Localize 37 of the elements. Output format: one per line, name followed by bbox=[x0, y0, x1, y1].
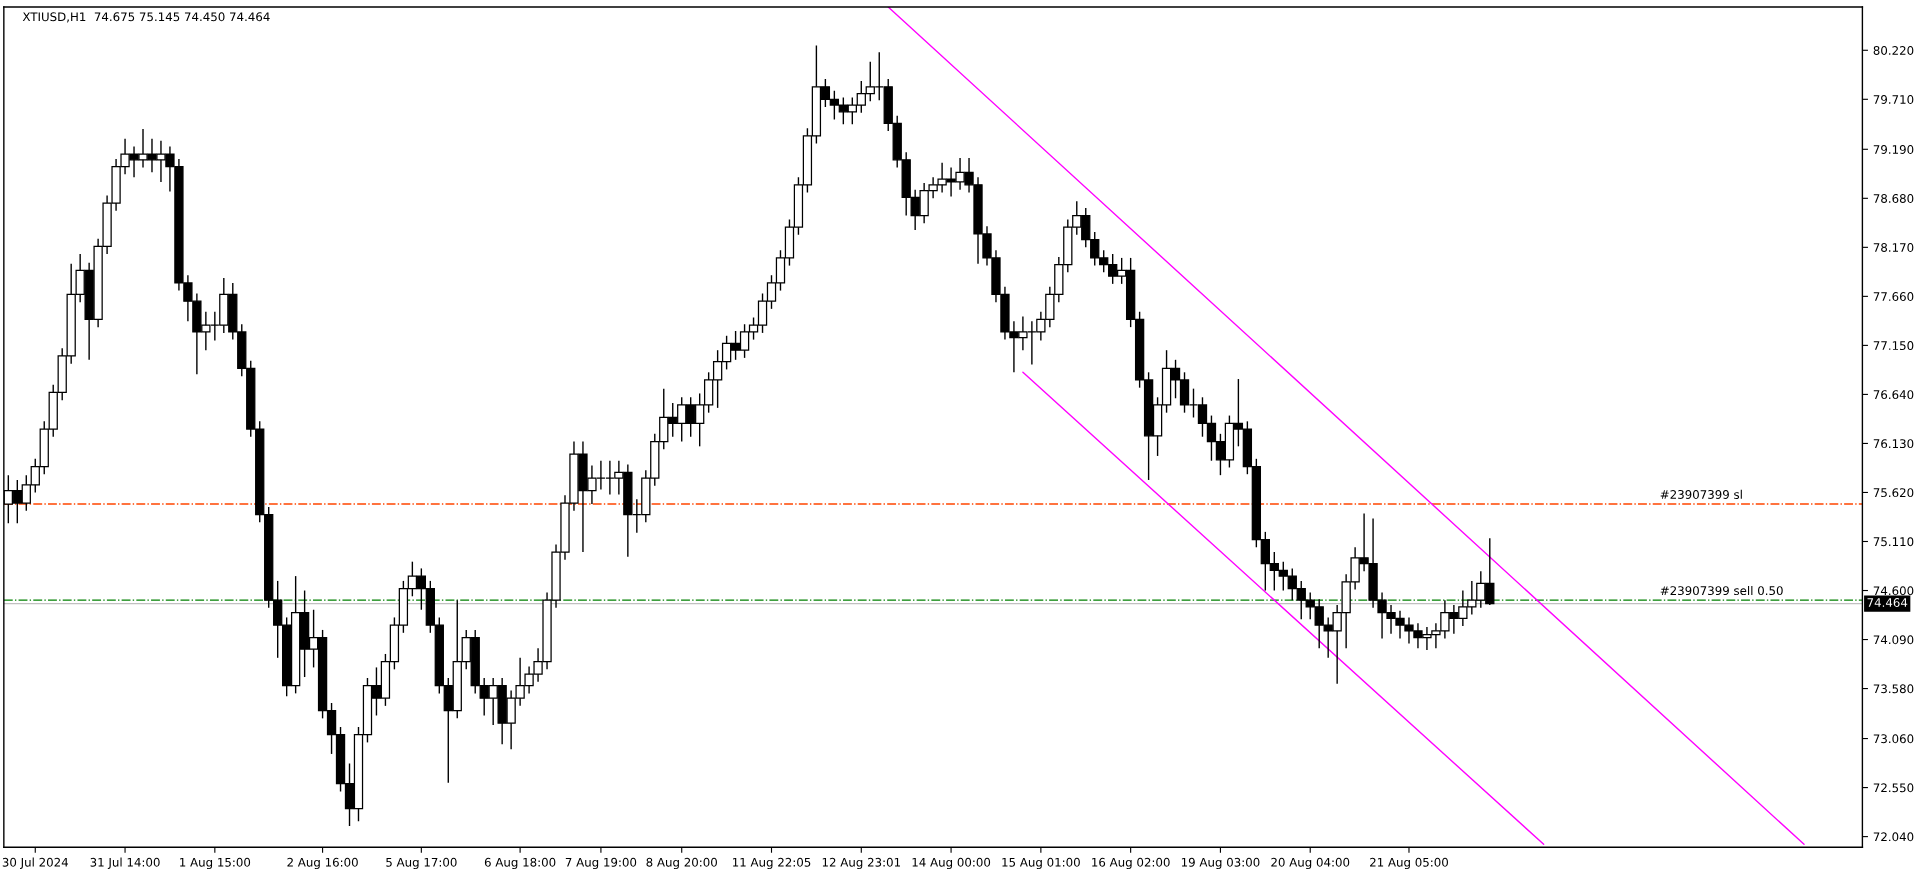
x-tick-label: 21 Aug 05:00 bbox=[1370, 857, 1448, 870]
y-tick-label: 77.660 bbox=[1873, 292, 1914, 302]
y-tick-label: 79.710 bbox=[1873, 95, 1914, 104]
x-tick-label: 5 Aug 17:00 bbox=[386, 857, 457, 870]
ref-line-label: 74.464 bbox=[1867, 598, 1908, 608]
x-tick-label: 2 Aug 16:00 bbox=[287, 857, 358, 870]
x-tick-label: 11 Aug 22:05 bbox=[733, 857, 811, 870]
x-tick-label: 7 Aug 19:00 bbox=[565, 857, 637, 870]
y-tick-label: 73.060 bbox=[1873, 734, 1914, 744]
ref-line-label: #23907399 sl bbox=[1660, 489, 1742, 499]
chart-title: XTIUSD,H1 74.675 75.145 74.450 74.464 bbox=[22, 12, 270, 23]
y-tick-label: 74.090 bbox=[1873, 635, 1914, 645]
x-tick-label: 30 Jul 2024 bbox=[2, 857, 69, 869]
y-tick-label: 75.620 bbox=[1873, 488, 1914, 498]
y-tick-label: 77.150 bbox=[1873, 341, 1914, 351]
y-tick-label: 73.580 bbox=[1873, 684, 1914, 694]
y-tick-label: 80.220 bbox=[1873, 46, 1914, 55]
x-tick-label: 14 Aug 00:00 bbox=[912, 857, 991, 870]
x-tick-label: 16 Aug 02:00 bbox=[1092, 857, 1170, 870]
y-tick-label: 72.550 bbox=[1873, 783, 1914, 793]
y-tick-label: 78.170 bbox=[1873, 243, 1914, 252]
ref-line-label: #23907399 sell 0.50 bbox=[1660, 585, 1783, 596]
x-tick-label: 8 Aug 20:00 bbox=[646, 857, 717, 870]
x-tick-label: 31 Jul 14:00 bbox=[90, 857, 160, 869]
y-tick-label: 79.190 bbox=[1873, 145, 1914, 154]
x-tick-label: 6 Aug 18:00 bbox=[484, 857, 556, 870]
y-tick-label: 75.110 bbox=[1873, 537, 1914, 547]
x-tick-label: 15 Aug 01:00 bbox=[1002, 857, 1080, 870]
y-tick-label: 72.040 bbox=[1873, 832, 1914, 842]
x-tick-label: 19 Aug 03:00 bbox=[1181, 857, 1260, 870]
y-tick-label: 76.640 bbox=[1873, 390, 1914, 400]
x-tick-label: 20 Aug 04:00 bbox=[1271, 857, 1350, 870]
y-tick-label: 74.600 bbox=[1873, 586, 1914, 596]
y-tick-label: 78.680 bbox=[1873, 194, 1914, 203]
x-tick-label: 1 Aug 15:00 bbox=[180, 857, 251, 870]
x-tick-label: 12 Aug 23:01 bbox=[822, 857, 900, 870]
y-tick-label: 76.130 bbox=[1873, 439, 1914, 449]
